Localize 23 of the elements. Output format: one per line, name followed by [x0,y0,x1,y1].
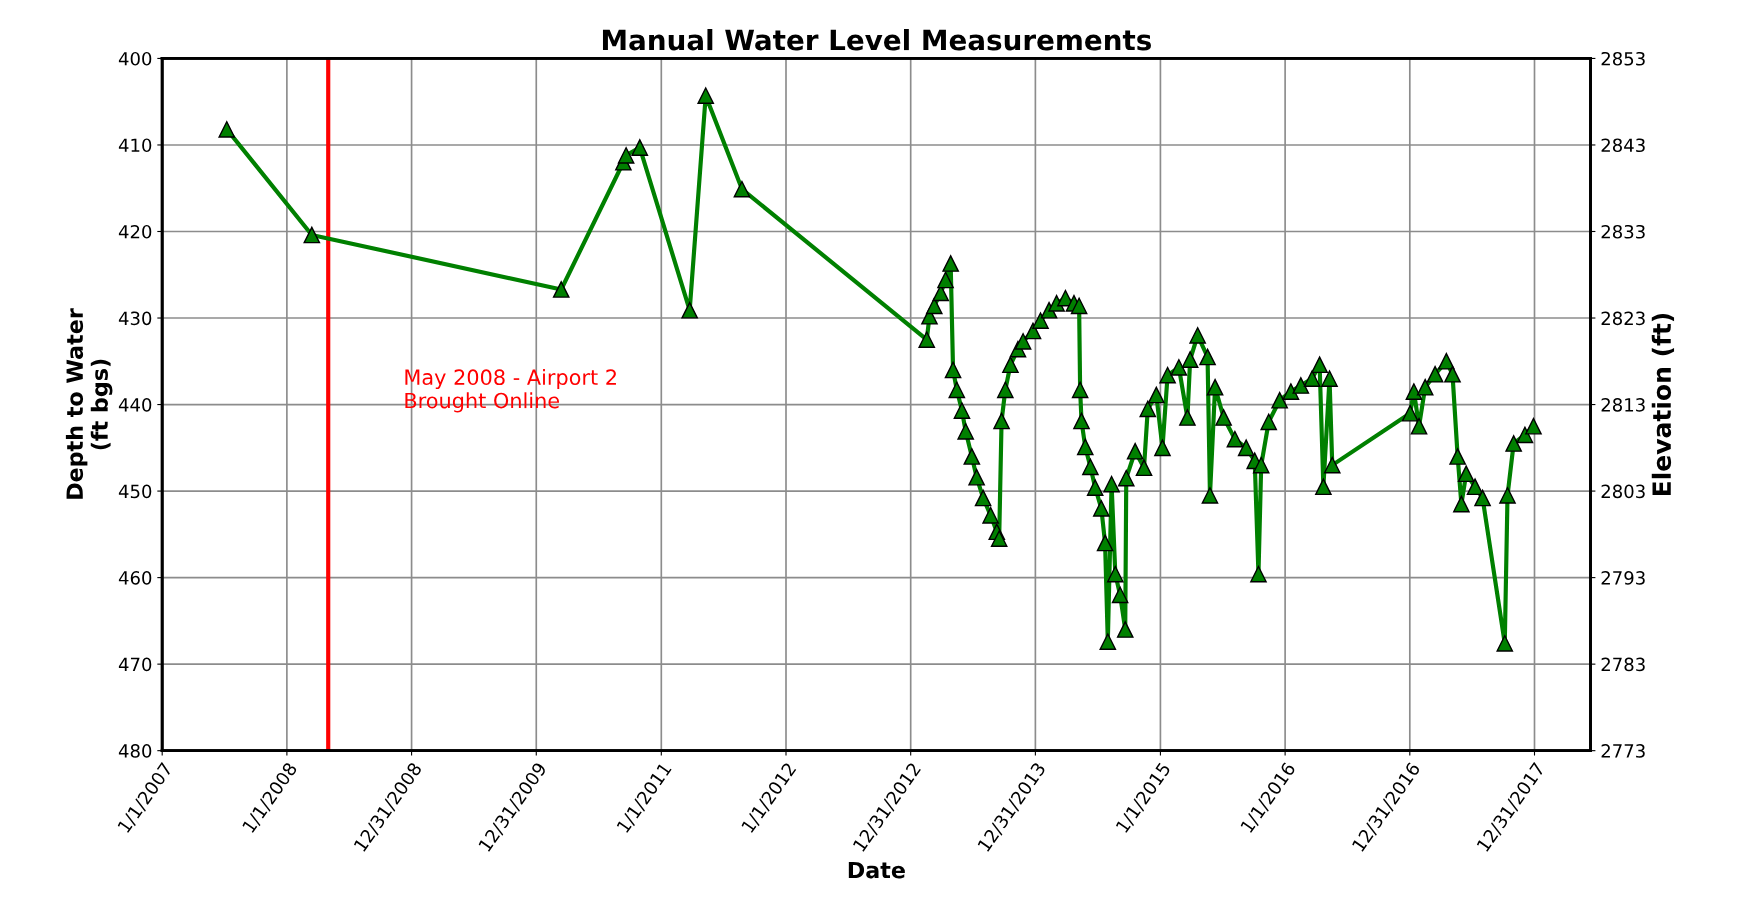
y2-tick-label: 2813 [1601,398,1645,412]
y-axis-title: Depth to Water (ft bgs) [65,308,113,499]
chart-title: Manual Water Level Measurements [602,28,1151,51]
y2-tick-label: 2783 [1601,657,1645,672]
y-tick-label: 460 [118,571,152,585]
y2-axis-title: Elevation (ft) [1651,313,1675,496]
y-tick-label: 430 [118,311,152,326]
y-tick-label: 450 [118,484,152,499]
y2-tick-label: 2833 [1601,224,1645,239]
y2-tick-label: 2843 [1601,138,1645,153]
y-tick-label: 480 [118,744,152,758]
ref-line-label: May 2008 - Airport 2 Brought Online [405,368,616,413]
x-axis-title: Date [848,861,905,879]
y-tick-label: 470 [118,657,152,672]
y2-tick-label: 2793 [1601,571,1645,585]
y2-tick-label: 2853 [1601,51,1645,66]
y2-tick-label: 2803 [1601,484,1645,499]
y-tick-label: 410 [118,138,152,153]
y-tick-label: 440 [118,398,152,412]
y2-tick-label: 2823 [1601,311,1645,326]
y2-tick-label: 2773 [1601,744,1645,758]
y-tick-label: 420 [118,224,152,239]
y-tick-label: 400 [118,51,152,66]
